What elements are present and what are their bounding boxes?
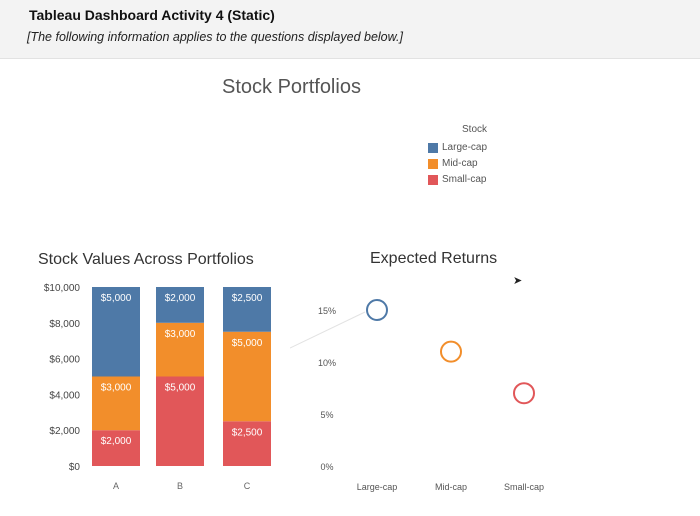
y-tick-label: $6,000 <box>49 355 80 366</box>
question-header: Tableau Dashboard Activity 4 (Static) [T… <box>0 0 700 59</box>
scatter-chart-title: Expected Returns <box>370 250 498 267</box>
bar-segment-large-cap <box>156 287 204 323</box>
y-tick-label: 0% <box>320 462 333 472</box>
x-tick-label: Large-cap <box>357 482 398 492</box>
point-mid-cap <box>440 340 462 363</box>
data-label: $5,000 <box>232 338 263 349</box>
point-small-cap <box>513 382 535 405</box>
divider-line <box>290 311 366 349</box>
data-label: $2,000 <box>165 293 196 304</box>
y-tick-label: $0 <box>69 462 81 473</box>
legend-swatch <box>428 175 438 185</box>
arrow-cursor-icon: ➤ <box>513 275 523 287</box>
bar-segment-small-cap <box>223 421 271 466</box>
y-tick-label: 5% <box>320 410 333 420</box>
data-label: $2,000 <box>101 436 132 447</box>
legend-label: Large-cap <box>442 142 488 153</box>
activity-title: Tableau Dashboard Activity 4 (Static) <box>29 7 275 23</box>
legend-swatch <box>428 159 438 169</box>
legend-swatch <box>428 143 438 153</box>
legend-title: Stock <box>462 124 488 135</box>
x-tick-label: Small-cap <box>504 482 544 492</box>
legend-label: Small-cap <box>442 174 487 185</box>
bar-segment-large-cap <box>223 287 271 332</box>
bar-segment-small-cap <box>92 430 140 466</box>
data-label: $5,000 <box>101 293 132 304</box>
y-tick-label: 15% <box>318 306 336 316</box>
legend-label: Mid-cap <box>442 158 478 169</box>
data-label: $5,000 <box>165 383 196 394</box>
y-tick-label: 10% <box>318 358 336 368</box>
data-label: $3,000 <box>165 329 196 340</box>
x-tick-label: B <box>177 481 183 491</box>
point-large-cap <box>366 299 388 321</box>
x-tick-label: C <box>244 481 251 491</box>
x-tick-label: A <box>113 481 119 491</box>
y-tick-label: $10,000 <box>44 283 81 294</box>
data-label: $3,000 <box>101 383 132 394</box>
activity-note: [The following information applies to th… <box>27 30 403 44</box>
y-tick-label: $4,000 <box>49 390 80 401</box>
data-label: $2,500 <box>232 427 263 438</box>
data-label: $2,500 <box>232 293 263 304</box>
bar-chart-title: Stock Values Across Portfolios <box>38 251 254 268</box>
bar-segment-mid-cap <box>156 322 204 377</box>
expected-returns-scatter-chart: 0% 5% 10% 15% Large-cap Mid-cap Small-cap <box>290 299 544 492</box>
x-tick-label: Mid-cap <box>435 482 467 492</box>
y-tick-label: $8,000 <box>49 319 80 330</box>
bar-segment-mid-cap <box>223 331 271 422</box>
stock-values-bar-chart: $0 $2,000 $4,000 $6,000 $8,000 $10,000 $2,000 $… <box>44 283 271 491</box>
bar-segment-large-cap <box>92 287 140 377</box>
bar-segment-mid-cap <box>92 376 140 431</box>
dashboard-title: Stock Portfolios <box>222 76 361 98</box>
bar-segment-small-cap <box>156 376 204 466</box>
y-tick-label: $2,000 <box>49 426 80 437</box>
